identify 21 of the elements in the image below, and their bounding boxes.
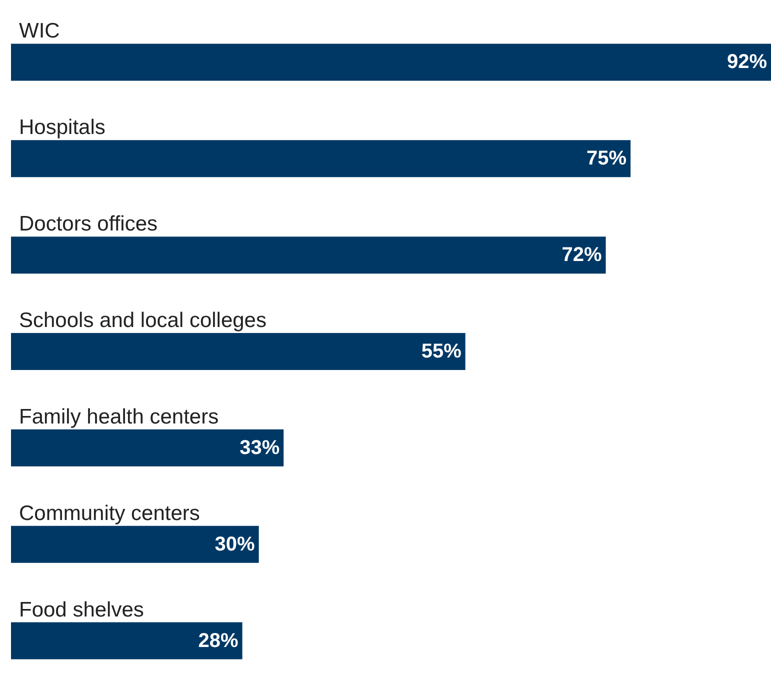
y-tick-label: Hospitals <box>19 116 106 140</box>
bar <box>11 140 631 178</box>
y-tick-label: Schools and local colleges <box>19 309 266 332</box>
bar <box>11 526 259 563</box>
bar <box>11 236 606 274</box>
data-label: 28% <box>198 630 239 652</box>
y-tick-label: Community centers <box>19 502 200 525</box>
data-label: 72% <box>562 244 602 266</box>
y-tick-label: WIC <box>19 20 60 43</box>
y-tick-label: Family health centers <box>19 405 219 428</box>
data-label: 55% <box>421 340 462 362</box>
y-tick-label: Doctors offices <box>19 212 158 236</box>
data-label: 30% <box>214 533 256 556</box>
bar <box>11 622 242 660</box>
data-label: 92% <box>726 51 768 74</box>
bar <box>11 333 466 370</box>
bar <box>11 44 771 81</box>
y-tick-label: Food shelves <box>19 598 144 622</box>
data-label: 75% <box>586 148 627 170</box>
data-label: 33% <box>240 436 280 459</box>
bar <box>11 429 284 466</box>
